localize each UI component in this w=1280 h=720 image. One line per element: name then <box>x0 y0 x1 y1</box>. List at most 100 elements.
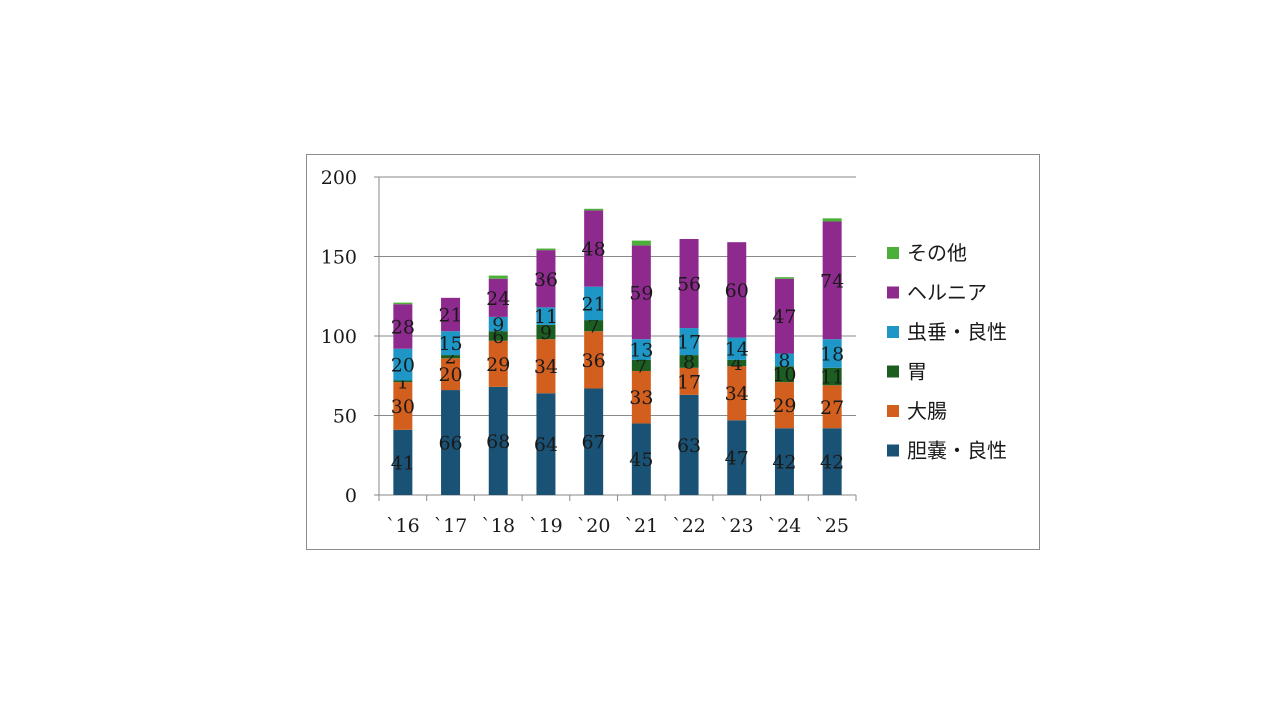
data-label: 56 <box>677 274 701 296</box>
x-tick-label: `24 <box>768 515 802 537</box>
legend-swatch <box>887 444 899 457</box>
bar-segment <box>488 386 508 495</box>
bar-segment <box>774 428 794 495</box>
data-label: 9 <box>492 314 504 336</box>
data-label: 60 <box>725 280 749 302</box>
bar-segment <box>393 380 413 383</box>
bar-segment <box>631 240 651 246</box>
bar-segment <box>441 390 461 495</box>
data-label: 66 <box>438 433 462 455</box>
data-label: 64 <box>534 434 558 456</box>
x-tick-label: `17 <box>434 515 468 537</box>
bar-segment <box>822 339 842 368</box>
bar-segment <box>584 320 604 332</box>
data-label: 20 <box>391 355 415 377</box>
x-tick-label: `16 <box>386 515 420 537</box>
bar-segment <box>536 339 556 394</box>
bar-segment <box>727 366 747 421</box>
data-label: 14 <box>725 339 749 361</box>
x-tick-label: `20 <box>577 515 611 537</box>
legend-label: 胆嚢・良性 <box>907 439 1007 463</box>
data-label: 6 <box>492 326 504 348</box>
bar-segment <box>441 358 461 391</box>
data-label: 41 <box>391 452 415 474</box>
bar-segment <box>727 337 747 360</box>
bar-segment <box>727 359 747 367</box>
data-label: 21 <box>582 293 606 315</box>
legend-label: その他 <box>907 241 967 265</box>
x-tick-label: `23 <box>720 515 754 537</box>
data-label: 24 <box>486 288 510 310</box>
data-label: 15 <box>438 333 462 355</box>
data-label: 17 <box>677 332 701 354</box>
data-label: 10 <box>772 364 796 386</box>
bar-segment <box>631 370 651 424</box>
data-label: 45 <box>629 449 653 471</box>
bar-segment <box>441 331 461 356</box>
bar-segment <box>679 328 699 356</box>
y-tick-label: 0 <box>345 485 357 507</box>
y-tick-label: 50 <box>333 406 357 428</box>
chart-frame: 0 50 100 150 200 41 30 1 20 28 `16 66 20 2 15 21 `17 68 29… <box>306 154 1040 550</box>
bar-segment <box>774 382 794 429</box>
bar-segment <box>584 208 604 211</box>
data-label: 11 <box>534 306 558 328</box>
bar-segment <box>822 428 842 495</box>
data-label: 59 <box>629 282 653 304</box>
bar-segment <box>536 307 556 325</box>
data-label: 68 <box>486 431 510 453</box>
bar-segment <box>774 278 794 354</box>
bar-segment <box>393 382 413 430</box>
legend-swatch <box>887 365 899 378</box>
data-label: 36 <box>582 350 606 372</box>
bar-segment <box>822 221 842 340</box>
x-tick-label: `19 <box>529 515 563 537</box>
bar-segment <box>584 388 604 495</box>
bar-segment <box>488 316 508 332</box>
data-label: 34 <box>534 356 558 378</box>
y-tick-label: 150 <box>321 247 357 269</box>
bar-segment <box>727 420 747 495</box>
bar-segment <box>536 324 556 340</box>
data-label: 34 <box>725 383 749 405</box>
bar-segment <box>441 355 461 359</box>
bar-segment <box>488 275 508 279</box>
data-label: 18 <box>820 343 844 365</box>
data-label: 27 <box>820 397 844 419</box>
bar-segment <box>727 242 747 338</box>
data-label: 20 <box>438 364 462 386</box>
bar-segment <box>488 340 508 387</box>
legend-swatch <box>887 326 899 338</box>
legend-swatch <box>887 286 899 299</box>
bar-segment <box>536 250 556 308</box>
legend-label: 胃 <box>907 360 927 384</box>
data-label: 13 <box>629 340 653 362</box>
bar-segment <box>679 367 699 395</box>
bar-segment <box>679 355 699 368</box>
bar-segment <box>393 304 413 349</box>
bar-segment <box>822 218 842 222</box>
data-label: 48 <box>582 239 606 261</box>
bar-segment <box>584 210 604 287</box>
bar-segment <box>488 331 508 341</box>
x-tick-label: `25 <box>815 515 849 537</box>
data-label: 28 <box>391 316 415 338</box>
data-label: 42 <box>772 452 796 474</box>
data-label: 42 <box>820 452 844 474</box>
bar-segment <box>774 277 794 279</box>
legend-swatch <box>887 405 899 417</box>
data-label: 30 <box>391 396 415 418</box>
legend-label: ヘルニア <box>907 281 987 305</box>
bar-segment <box>822 367 842 386</box>
data-label: 7 <box>635 355 647 377</box>
bar-segment <box>393 302 413 305</box>
bar-segment <box>536 248 556 251</box>
data-label: 47 <box>725 448 749 470</box>
bar-segment <box>488 278 508 317</box>
data-label: 21 <box>438 305 462 327</box>
data-label: 74 <box>820 270 844 292</box>
bar-segment <box>774 353 794 367</box>
legend-label: 大腸 <box>907 399 947 423</box>
bar-segment <box>679 239 699 329</box>
legend-label: 虫垂・良性 <box>907 320 1007 344</box>
